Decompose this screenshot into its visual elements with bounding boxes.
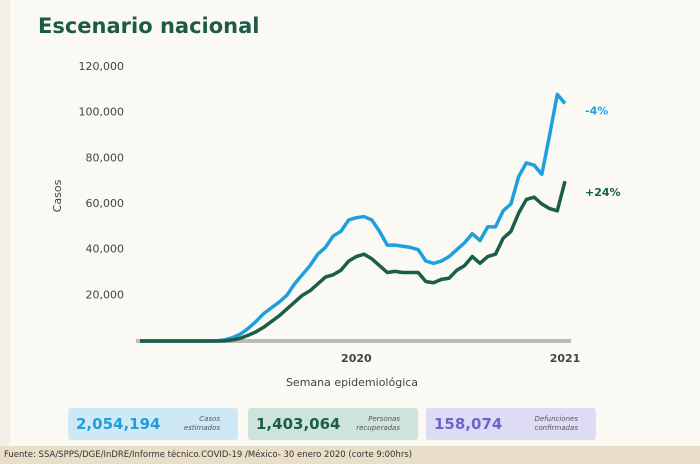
- series-line: [140, 180, 567, 343]
- stat-box: 158,074 Defunciones confirmadas: [426, 408, 596, 440]
- end-label: +24%: [585, 186, 621, 199]
- y-tick-label: 120,000: [79, 60, 125, 73]
- x-tick-label: 2021: [550, 352, 581, 365]
- x-tick-label: 2020: [341, 352, 372, 365]
- stat-value: 2,054,194: [76, 415, 161, 433]
- stat-label: Personas recuperadas: [356, 415, 400, 432]
- footer: Fuente: SSA/SPPS/DGE/InDRE/Informe técni…: [0, 446, 700, 464]
- y-tick-label: 40,000: [86, 243, 125, 256]
- slide-title: Escenario nacional: [38, 14, 260, 38]
- y-tick-label: 100,000: [79, 106, 125, 119]
- sheet: [10, 0, 700, 446]
- end-label: -4%: [585, 105, 608, 118]
- series-line: [140, 92, 567, 343]
- stat-value: 158,074: [434, 415, 503, 433]
- stat-box: 1,403,064 Personas recuperadas: [248, 408, 418, 440]
- y-tick-label: 60,000: [86, 197, 125, 210]
- stat-label: Casos estimados: [183, 415, 220, 432]
- y-tick-label: 80,000: [86, 151, 125, 164]
- stat-value: 1,403,064: [256, 415, 341, 433]
- stat-label: Defunciones confirmadas: [534, 415, 578, 432]
- stat-box: 2,054,194 Casos estimados: [68, 408, 238, 440]
- x-axis-label: Semana epidemiológica: [286, 376, 418, 389]
- y-axis-label: Casos: [51, 179, 64, 212]
- y-tick-label: 20,000: [86, 288, 125, 301]
